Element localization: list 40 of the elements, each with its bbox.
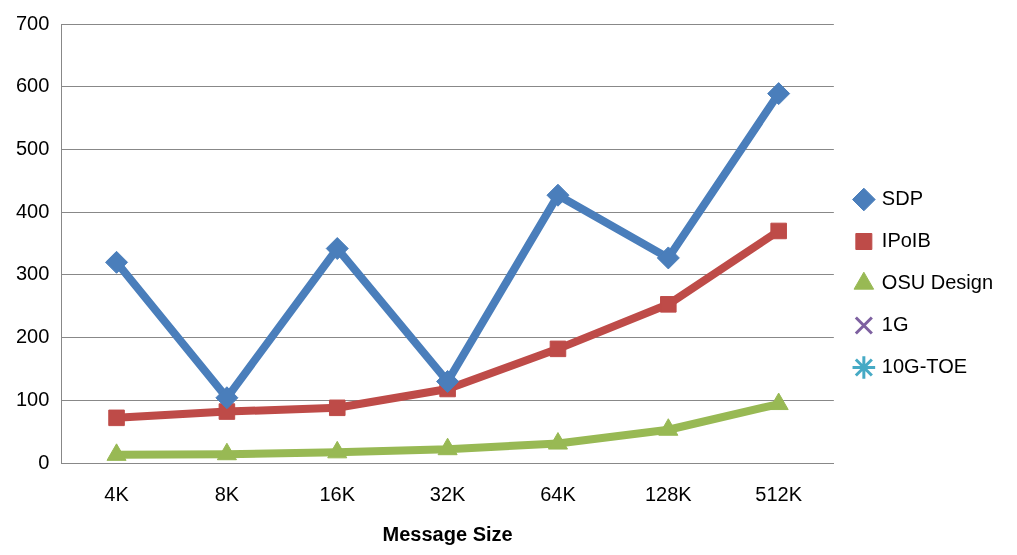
x-tick-label: 512K [755, 482, 803, 505]
point [108, 409, 125, 427]
x-tick-label: 32K [429, 482, 467, 505]
legend-label: SDP [881, 187, 923, 210]
point [328, 399, 346, 417]
y-tick-label: 0 [38, 450, 50, 473]
point [547, 432, 568, 450]
legend-label: OSU Design [881, 271, 993, 294]
point [436, 369, 460, 393]
point [106, 443, 127, 461]
point [325, 237, 349, 261]
y-tick-label: 500 [15, 136, 50, 159]
point [768, 392, 789, 411]
point [437, 437, 458, 456]
legend-label: 10G-TOE [881, 355, 968, 378]
point [549, 340, 567, 358]
x-tick-label: 128K [644, 482, 693, 505]
point [327, 440, 348, 459]
x-tick-label: 4K [104, 482, 130, 505]
point [658, 418, 679, 436]
x-tick-label: 8K [214, 482, 240, 505]
y-tick-label: 400 [15, 199, 50, 222]
point [215, 386, 239, 410]
point [770, 222, 787, 240]
point [546, 183, 570, 207]
legend-label: IPoIB [881, 229, 931, 252]
y-tick-label: 600 [15, 74, 50, 97]
y-tick-label: 300 [15, 262, 50, 285]
x-axis-title: Message Size [382, 522, 513, 545]
point [660, 296, 677, 313]
point [105, 250, 129, 274]
point [216, 442, 237, 461]
point [656, 246, 680, 270]
point [767, 82, 791, 106]
x-tick-label: 16K [319, 482, 356, 505]
y-tick-label: 700 [15, 11, 50, 34]
y-tick-label: 200 [15, 325, 50, 348]
x-tick-label: 64K [540, 482, 577, 505]
legend-label: 1G [881, 313, 909, 336]
y-tick-label: 100 [15, 387, 50, 410]
